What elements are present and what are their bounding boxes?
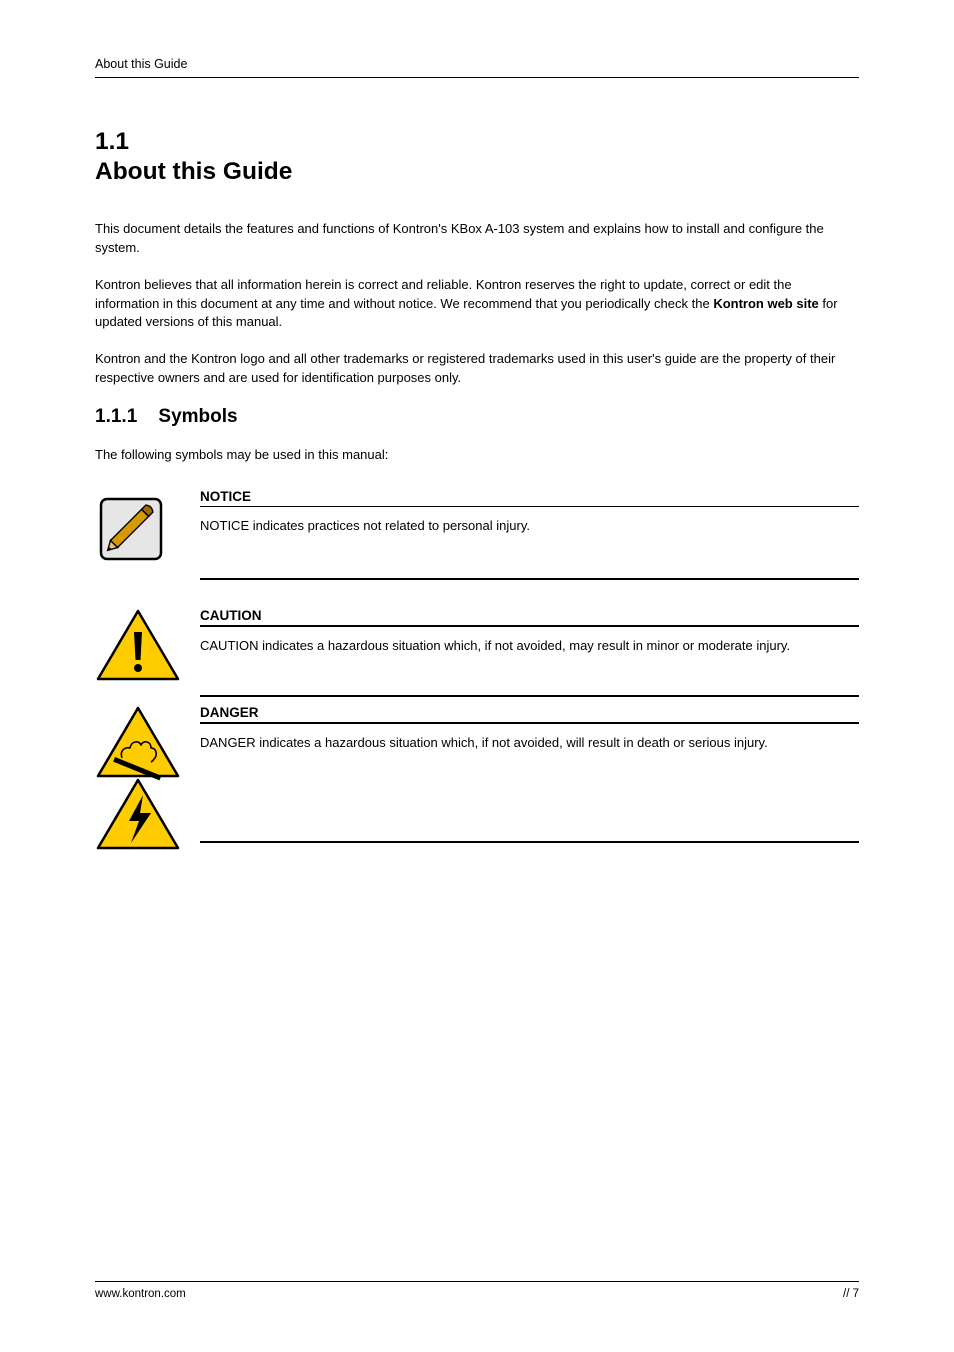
footer-url[interactable]: www.kontron.com bbox=[95, 1288, 186, 1300]
symbol-body: CAUTION indicates a hazardous situation … bbox=[200, 637, 859, 656]
symbol-body: DANGER indicates a hazardous situation w… bbox=[200, 734, 859, 753]
paragraph-2: Kontron believes that all information he… bbox=[95, 276, 859, 333]
symbol-caution: CAUTION CAUTION indicates a hazardous si… bbox=[95, 608, 859, 698]
symbol-top-rule bbox=[200, 625, 859, 627]
symbol-notice: NOTICE NOTICE indicates practices not re… bbox=[95, 489, 859, 580]
symbols-intro: The following symbols may be used in thi… bbox=[95, 446, 859, 465]
section-title: About this Guide bbox=[95, 158, 859, 186]
symbol-bottom-rule bbox=[200, 841, 859, 843]
symbol-bottom-rule bbox=[200, 695, 859, 697]
kontron-website-link[interactable]: Kontron web site bbox=[713, 296, 818, 311]
symbol-bottom-rule bbox=[200, 578, 859, 580]
page: About this Guide 1.1 About this Guide Th… bbox=[0, 0, 954, 1352]
footer-rule bbox=[95, 1281, 859, 1282]
danger-icon bbox=[95, 705, 200, 853]
page-number: // 7 bbox=[843, 1288, 859, 1300]
subsection-name: Symbols bbox=[158, 406, 237, 427]
high-voltage-icon bbox=[95, 777, 181, 853]
symbol-heading: NOTICE bbox=[200, 489, 859, 504]
caution-icon bbox=[95, 608, 200, 684]
header-rule bbox=[95, 77, 859, 78]
symbol-top-rule bbox=[200, 722, 859, 724]
paragraph-2-prefix: Kontron believes that all information he… bbox=[95, 277, 792, 311]
section-number: 1.1 bbox=[95, 128, 859, 156]
paragraph-3: Kontron and the Kontron logo and all oth… bbox=[95, 350, 859, 388]
running-header: About this Guide bbox=[95, 57, 859, 71]
note-icon bbox=[95, 489, 200, 567]
symbol-top-rule bbox=[200, 506, 859, 507]
paragraph-1: This document details the features and f… bbox=[95, 220, 859, 258]
symbol-body: NOTICE indicates practices not related t… bbox=[200, 517, 859, 536]
esd-icon bbox=[95, 705, 181, 781]
page-footer: www.kontron.com // 7 bbox=[95, 1281, 859, 1300]
subsection-title: 1.1.1 Symbols bbox=[95, 406, 859, 428]
subsection-number: 1.1.1 bbox=[95, 406, 137, 427]
symbol-heading: DANGER bbox=[200, 705, 859, 720]
symbol-heading: CAUTION bbox=[200, 608, 859, 623]
symbol-danger: DANGER DANGER indicates a hazardous situ… bbox=[95, 705, 859, 853]
